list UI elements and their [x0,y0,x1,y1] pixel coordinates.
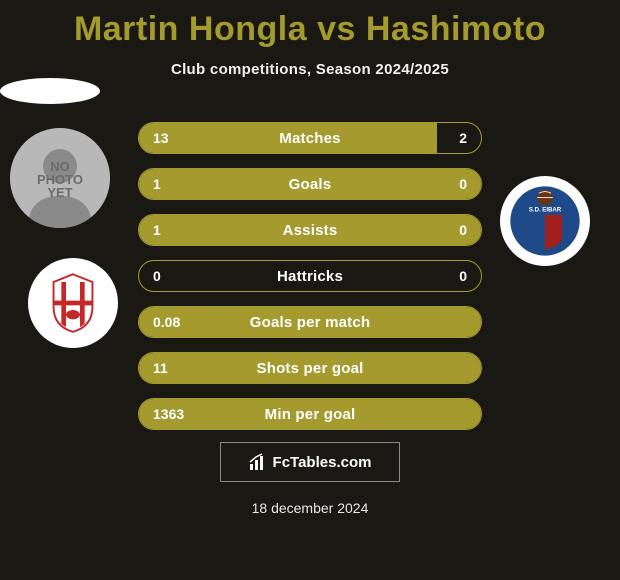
player1-avatar: NO PHOTO YET [10,128,110,228]
stat-label: Shots per goal [139,360,481,377]
granada-crest-icon [38,268,108,338]
stat-label: Min per goal [139,406,481,423]
stat-label: Assists [139,222,481,239]
stat-row: 1Goals0 [138,168,482,200]
stat-row: 11Shots per goal [138,352,482,384]
chart-icon [249,453,267,471]
stat-value-right: 0 [459,176,467,192]
watermark-badge[interactable]: FcTables.com [220,442,400,482]
player2-avatar [0,78,100,104]
stats-list: 13Matches21Goals01Assists00Hattricks00.0… [138,122,482,444]
title-player1: Martin Hongla [74,10,307,48]
stat-row: 0.08Goals per match [138,306,482,338]
title-vs: vs [317,10,356,48]
player1-club-badge [28,258,118,348]
eibar-crest-icon: S.D. EIBAR [506,182,584,260]
date-stamp: 18 december 2024 [0,500,620,516]
stat-label: Goals [139,176,481,193]
watermark-text: FcTables.com [273,454,372,471]
player2-club-badge: S.D. EIBAR [500,176,590,266]
stat-value-right: 0 [459,222,467,238]
avatar-text-line: YET [37,186,83,199]
stat-value-right: 0 [459,268,467,284]
subtitle: Club competitions, Season 2024/2025 [0,61,620,78]
page-title: Martin Hongla vs Hashimoto [0,0,620,49]
stat-label: Hattricks [139,268,481,285]
stat-row: 13Matches2 [138,122,482,154]
stat-row: 1363Min per goal [138,398,482,430]
avatar-placeholder-text: NO PHOTO YET [37,160,83,199]
stat-row: 0Hattricks0 [138,260,482,292]
stat-row: 1Assists0 [138,214,482,246]
stat-label: Goals per match [139,314,481,331]
title-player2: Hashimoto [366,10,546,48]
stat-label: Matches [139,130,481,147]
stat-value-right: 2 [459,130,467,146]
svg-text:S.D. EIBAR: S.D. EIBAR [529,207,562,213]
